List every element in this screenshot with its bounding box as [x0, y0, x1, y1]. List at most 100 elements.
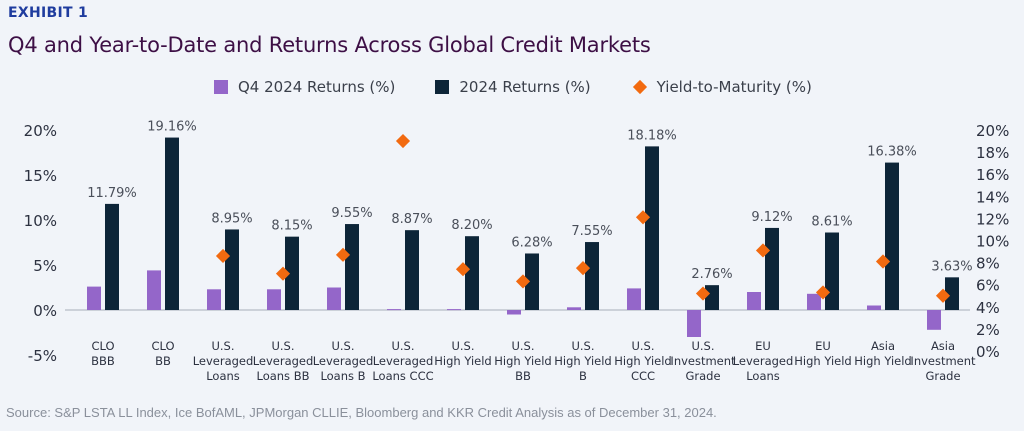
category-label: U.S. Leveraged Loans [193, 339, 254, 383]
bar-2024-returns [285, 236, 299, 310]
right-axis-tick-label: 10% [976, 233, 1009, 251]
data-label-2024: 8.87% [391, 212, 432, 227]
chart-title: Q4 and Year-to-Date and Returns Across G… [8, 33, 651, 57]
right-axis-tick-label: 18% [976, 144, 1009, 162]
data-label-2024: 11.79% [87, 186, 137, 201]
data-label-2024: 2.76% [691, 267, 732, 282]
category-label-line: Leveraged [253, 354, 314, 368]
category-label-line: High Yield [494, 354, 551, 368]
source-note: Source: S&P LSTA LL Index, Ice BofAML, J… [6, 405, 717, 420]
left-axis-tick-label: 20% [24, 122, 57, 140]
data-label-2024: 6.28% [511, 235, 552, 250]
category-label-line: CLO [91, 339, 114, 353]
category-label-line: EU [755, 339, 771, 353]
ytm-point [395, 133, 411, 149]
bar-2024-returns [825, 232, 839, 310]
bar-2024-returns [705, 285, 719, 310]
legend-label-2024: 2024 Returns (%) [459, 78, 591, 96]
category-label-line: High Yield [854, 354, 911, 368]
legend-swatch-q4 [214, 80, 228, 94]
bar-q4-2024 [387, 309, 401, 311]
bar-2024-returns [105, 203, 119, 310]
category-label-line: BB [515, 369, 531, 383]
data-label-2024: 8.20% [451, 218, 492, 233]
bar-q4-2024 [927, 310, 941, 330]
bar-q4-2024 [867, 305, 881, 310]
ytm-point [515, 274, 531, 289]
data-label-2024: 9.55% [331, 206, 372, 221]
right-axis-tick-label: 6% [976, 277, 1000, 295]
category-label-line: Grade [925, 369, 960, 383]
data-label-2024: 7.55% [571, 224, 612, 239]
right-axis-tick-label: 16% [976, 166, 1009, 184]
bar-q4-2024 [747, 292, 761, 310]
exhibit-label: EXHIBIT 1 [8, 5, 89, 21]
data-label-2024: 9.12% [751, 210, 792, 225]
right-axis-tick-label: 0% [976, 343, 1000, 361]
left-axis-tick-label: 5% [33, 257, 57, 275]
ytm-point [695, 286, 711, 301]
bar-q4-2024 [567, 307, 581, 310]
legend-item-q4: Q4 2024 Returns (%) [214, 78, 395, 96]
category-label-line: BBB [91, 354, 115, 368]
ytm-point [815, 285, 831, 300]
category-label-line: B [579, 369, 587, 383]
category-label-line: Asia [871, 339, 895, 353]
right-axis-tick-label: 12% [976, 210, 1009, 228]
category-label-line: Asia [931, 339, 955, 353]
bar-2024-returns [225, 229, 239, 310]
category-label-line: U.S. [691, 339, 714, 353]
data-label-2024: 8.95% [211, 211, 252, 226]
category-label-line: U.S. [631, 339, 654, 353]
bar-2024-returns [405, 230, 419, 310]
right-axis-tick-label: 20% [976, 122, 1009, 140]
bar-q4-2024 [687, 310, 701, 337]
category-label-line: Leveraged [373, 354, 434, 368]
category-label-line: Leveraged [313, 354, 374, 368]
category-label-line: Grade [685, 369, 720, 383]
category-label-line: Loans CCC [372, 369, 433, 383]
category-label-line: U.S. [331, 339, 354, 353]
left-axis-tick-label: 0% [33, 302, 57, 320]
chart-legend: Q4 2024 Returns (%) 2024 Returns (%) Yie… [214, 78, 852, 96]
bar-2024-returns [465, 236, 479, 310]
category-label-line: U.S. [391, 339, 414, 353]
category-label: U.S. High Yield [434, 339, 491, 368]
data-label-2024: 16.38% [867, 145, 917, 160]
ytm-point [575, 261, 591, 276]
bar-q4-2024 [87, 286, 101, 310]
bar-2024-returns [645, 146, 659, 310]
category-label: U.S. Leveraged Loans BB [253, 339, 314, 383]
category-label-line: U.S. [211, 339, 234, 353]
category-label: CLO BB [151, 339, 174, 368]
bar-2024-returns [945, 277, 959, 310]
left-axis-tick-label: 10% [24, 212, 57, 230]
bar-q4-2024 [507, 310, 521, 315]
bar-q4-2024 [447, 309, 461, 311]
category-label-line: Loans BB [256, 369, 309, 383]
category-label-line: Investment [670, 354, 736, 368]
legend-label-ytm: Yield-to-Maturity (%) [656, 78, 812, 96]
legend-label-q4: Q4 2024 Returns (%) [238, 78, 396, 96]
category-label-line: CCC [631, 369, 655, 383]
category-label: U.S. Leveraged Loans B [313, 339, 374, 383]
right-axis-tick-label: 14% [976, 188, 1009, 206]
right-axis-tick-label: 4% [976, 299, 1000, 317]
ytm-point [635, 210, 651, 225]
category-label-line: High Yield [554, 354, 611, 368]
category-label: U.S. Investment Grade [670, 339, 736, 383]
category-label: U.S. High Yield BB [494, 339, 551, 383]
category-label-line: Leveraged [733, 354, 794, 368]
category-label-line: High Yield [434, 354, 491, 368]
category-label-line: Loans [746, 369, 780, 383]
category-label: EU High Yield [794, 339, 851, 368]
data-label-2024: 3.63% [931, 259, 972, 274]
category-label-line: U.S. [451, 339, 474, 353]
left-axis-tick-label: -5% [28, 347, 57, 365]
bar-2024-returns [885, 162, 899, 310]
legend-swatch-2024 [435, 80, 450, 94]
category-label-line: EU [815, 339, 831, 353]
right-axis-tick-label: 2% [976, 321, 1000, 339]
right-axis-tick-label: 8% [976, 255, 1000, 273]
legend-item-ytm: Yield-to-Maturity (%) [631, 78, 812, 96]
